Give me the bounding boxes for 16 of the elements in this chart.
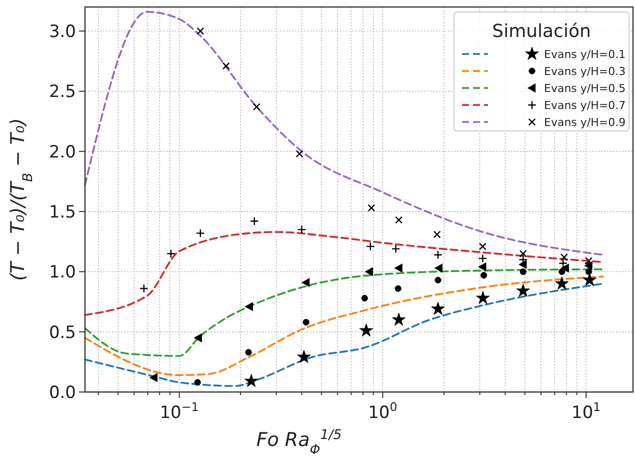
x-tick-label: 10$^{1}$ — [572, 400, 601, 423]
x-tick-label: 10$^{0}$ — [368, 400, 398, 423]
y-tick-label: 1.5 — [48, 202, 76, 223]
y-tick-label: 3.0 — [48, 22, 76, 42]
legend-label: Evans y/H=0.7 — [544, 99, 626, 112]
legend-label: Evans y/H=0.1 — [544, 48, 626, 61]
legend-label: Evans y/H=0.5 — [544, 82, 626, 95]
y-tick-label: 2.0 — [48, 142, 76, 162]
legend-label: Evans y/H=0.3 — [544, 65, 626, 78]
y-tick-label: 0.0 — [48, 383, 76, 403]
legend-title: Simulación — [492, 21, 591, 42]
legend-label: Evans y/H=0.9 — [544, 116, 626, 129]
x-tick-label: 10$^{−1}$ — [160, 400, 199, 423]
y-tick-label: 1.0 — [48, 262, 76, 283]
y-tick-label: 0.5 — [48, 322, 76, 343]
y-tick-label: 2.5 — [48, 82, 76, 102]
